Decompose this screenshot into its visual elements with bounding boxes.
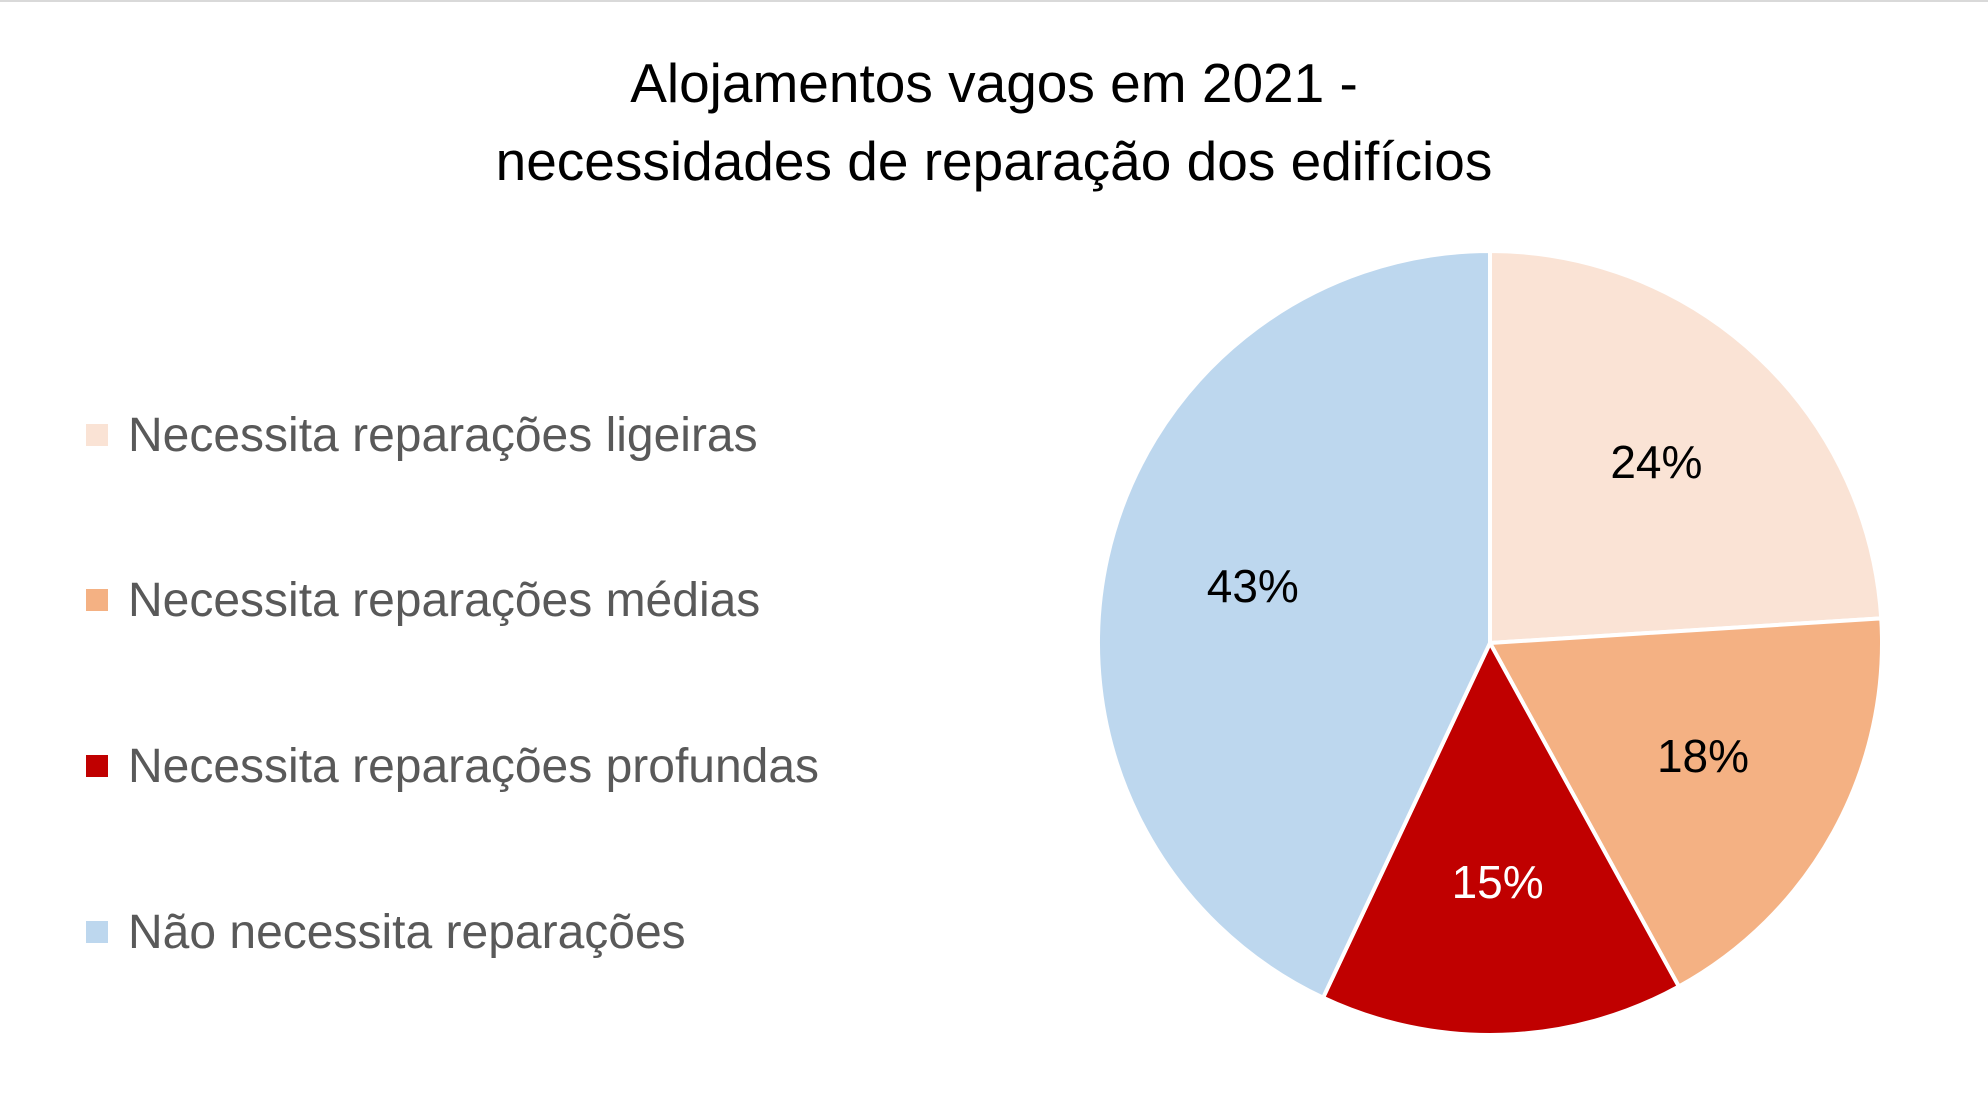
legend-label-profundas: Necessita reparações profundas [128,739,820,793]
pie-label-nao-necessita: 43% [1207,560,1299,612]
chart-title-line-1: Alojamentos vagos em 2021 - [630,52,1358,114]
legend-swatch-medias [86,589,108,611]
legend-item-medias: Necessita reparações médias [86,570,760,630]
legend-label-nao-necessita: Não necessita reparações [128,905,686,959]
legend-item-ligeiras: Necessita reparações ligeiras [86,405,758,465]
chart-title-line-2: necessidades de reparação dos edifícios [495,130,1493,192]
pie-slice-ligeiras [1488,249,1884,645]
legend-swatch-nao-necessita [86,921,108,943]
pie-slice-profundas [1321,641,1681,1037]
legend-swatch-ligeiras [86,424,108,446]
pie-label-profundas: 15% [1452,856,1544,908]
legend-label-medias: Necessita reparações médias [128,573,761,627]
legend-swatch-profundas [86,755,108,777]
legend-item-nao-necessita: Não necessita reparações [86,902,686,962]
chart-top-border [0,0,1988,2]
pie-label-ligeiras: 24% [1610,436,1702,488]
pie-slice-medias [1488,616,1884,989]
pie-label-medias: 18% [1657,730,1749,782]
chart-title: Alojamentos vagos em 2021 - necessidades… [0,44,1988,200]
legend-label-ligeiras: Necessita reparações ligeiras [128,408,758,462]
pie-slice-nao-necessita [1096,249,1492,1000]
legend-item-profundas: Necessita reparações profundas [86,736,819,796]
